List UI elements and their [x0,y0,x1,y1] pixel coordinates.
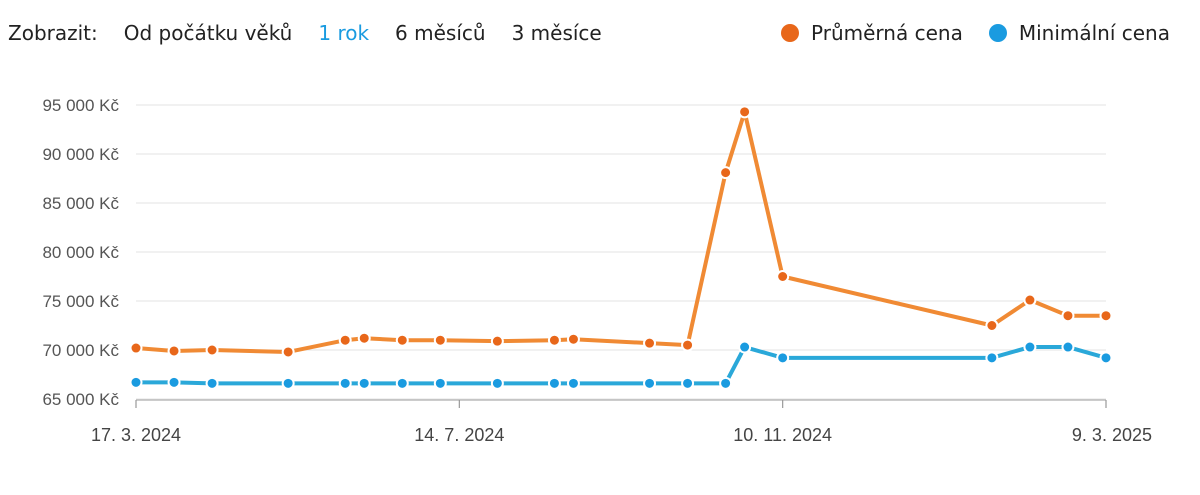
data-point-average-price[interactable] [129,341,143,355]
y-tick-label: 90 000 Kč [42,145,119,164]
data-point-average-price[interactable] [547,333,561,347]
range-option-all-time[interactable]: Od počátku věků [123,21,293,45]
price-history-chart: 65 000 Kč 70 000 Kč 75 000 Kč 80 000 Kč 85 0… [42,96,1152,445]
data-point-average-price[interactable] [433,333,447,347]
series-line-minimum-price [134,345,1108,386]
data-point-minimum-price[interactable] [566,376,580,390]
data-point-average-price[interactable] [738,105,752,119]
y-tick-label: 95 000 Kč [42,96,119,115]
data-point-average-price[interactable] [338,333,352,347]
data-point-average-price[interactable] [1061,309,1075,323]
data-point-minimum-price[interactable] [490,376,504,390]
data-point-average-price[interactable] [205,343,219,357]
data-point-average-price[interactable] [566,332,580,346]
data-point-minimum-price[interactable] [985,351,999,365]
legend-item-average-price[interactable]: Průměrná cena [781,21,963,45]
data-point-minimum-price[interactable] [281,376,295,390]
data-point-minimum-price[interactable] [719,376,733,390]
data-point-average-price[interactable] [985,319,999,332]
x-tick-label: 17. 3. 2024 [91,425,181,445]
data-point-minimum-price[interactable] [338,376,352,390]
data-point-minimum-price[interactable] [547,376,561,390]
range-filter: Zobrazit: Od počátku věků 1 rok 6 měsíců… [8,21,628,45]
y-tick-label: 85 000 Kč [42,194,119,213]
data-point-minimum-price[interactable] [129,375,143,389]
legend-marker-minimum-price [988,24,1007,42]
y-tick-label: 70 000 Kč [42,341,119,360]
range-option-1-year[interactable]: 1 rok [318,21,370,45]
data-point-minimum-price[interactable] [738,340,752,354]
data-point-average-price[interactable] [281,345,295,359]
chart-legend: Průměrná cena Minimální cena [755,21,1170,45]
data-point-minimum-price[interactable] [776,351,790,365]
legend-item-minimum-price[interactable]: Minimální cena [988,21,1170,45]
data-point-minimum-price[interactable] [167,375,181,389]
legend-label-minimum-price: Minimální cena [1018,21,1170,45]
data-point-average-price[interactable] [357,331,371,345]
y-tick-label: 80 000 Kč [42,243,119,262]
data-point-minimum-price[interactable] [205,376,219,390]
series-line-average-price [134,109,1108,354]
data-point-minimum-price[interactable] [1061,340,1075,354]
data-point-average-price[interactable] [1023,293,1037,307]
data-point-minimum-price[interactable] [1023,340,1037,354]
data-point-average-price[interactable] [167,344,181,358]
legend-label-average-price: Průměrná cena [811,21,963,45]
x-tick-label: 14. 7. 2024 [414,425,504,445]
data-point-minimum-price[interactable] [1099,351,1113,365]
data-point-average-price[interactable] [490,334,504,348]
data-point-average-price[interactable] [776,270,790,283]
data-point-minimum-price[interactable] [357,376,371,390]
data-point-minimum-price[interactable] [681,376,695,390]
data-point-average-price[interactable] [719,166,733,180]
data-point-average-price[interactable] [681,338,695,352]
data-point-average-price[interactable] [395,333,409,347]
x-tick-label: 10. 11. 2024 [733,425,832,445]
data-point-average-price[interactable] [643,336,657,350]
range-option-6-months[interactable]: 6 měsíců [395,21,486,45]
data-point-minimum-price[interactable] [433,376,447,390]
y-tick-label: 65 000 Kč [42,390,119,409]
chart-toolbar: Zobrazit: Od počátku věků 1 rok 6 měsíců… [0,0,1200,70]
data-point-minimum-price[interactable] [395,376,409,390]
x-tick-label: 9. 3. 2025 [1072,425,1152,445]
y-tick-label: 75 000 Kč [42,292,119,311]
data-point-average-price[interactable] [1099,309,1113,323]
legend-marker-average-price [781,24,800,42]
data-point-minimum-price[interactable] [643,376,657,390]
range-option-3-months[interactable]: 3 měsíce [511,21,602,45]
range-filter-label: Zobrazit: [8,21,98,45]
